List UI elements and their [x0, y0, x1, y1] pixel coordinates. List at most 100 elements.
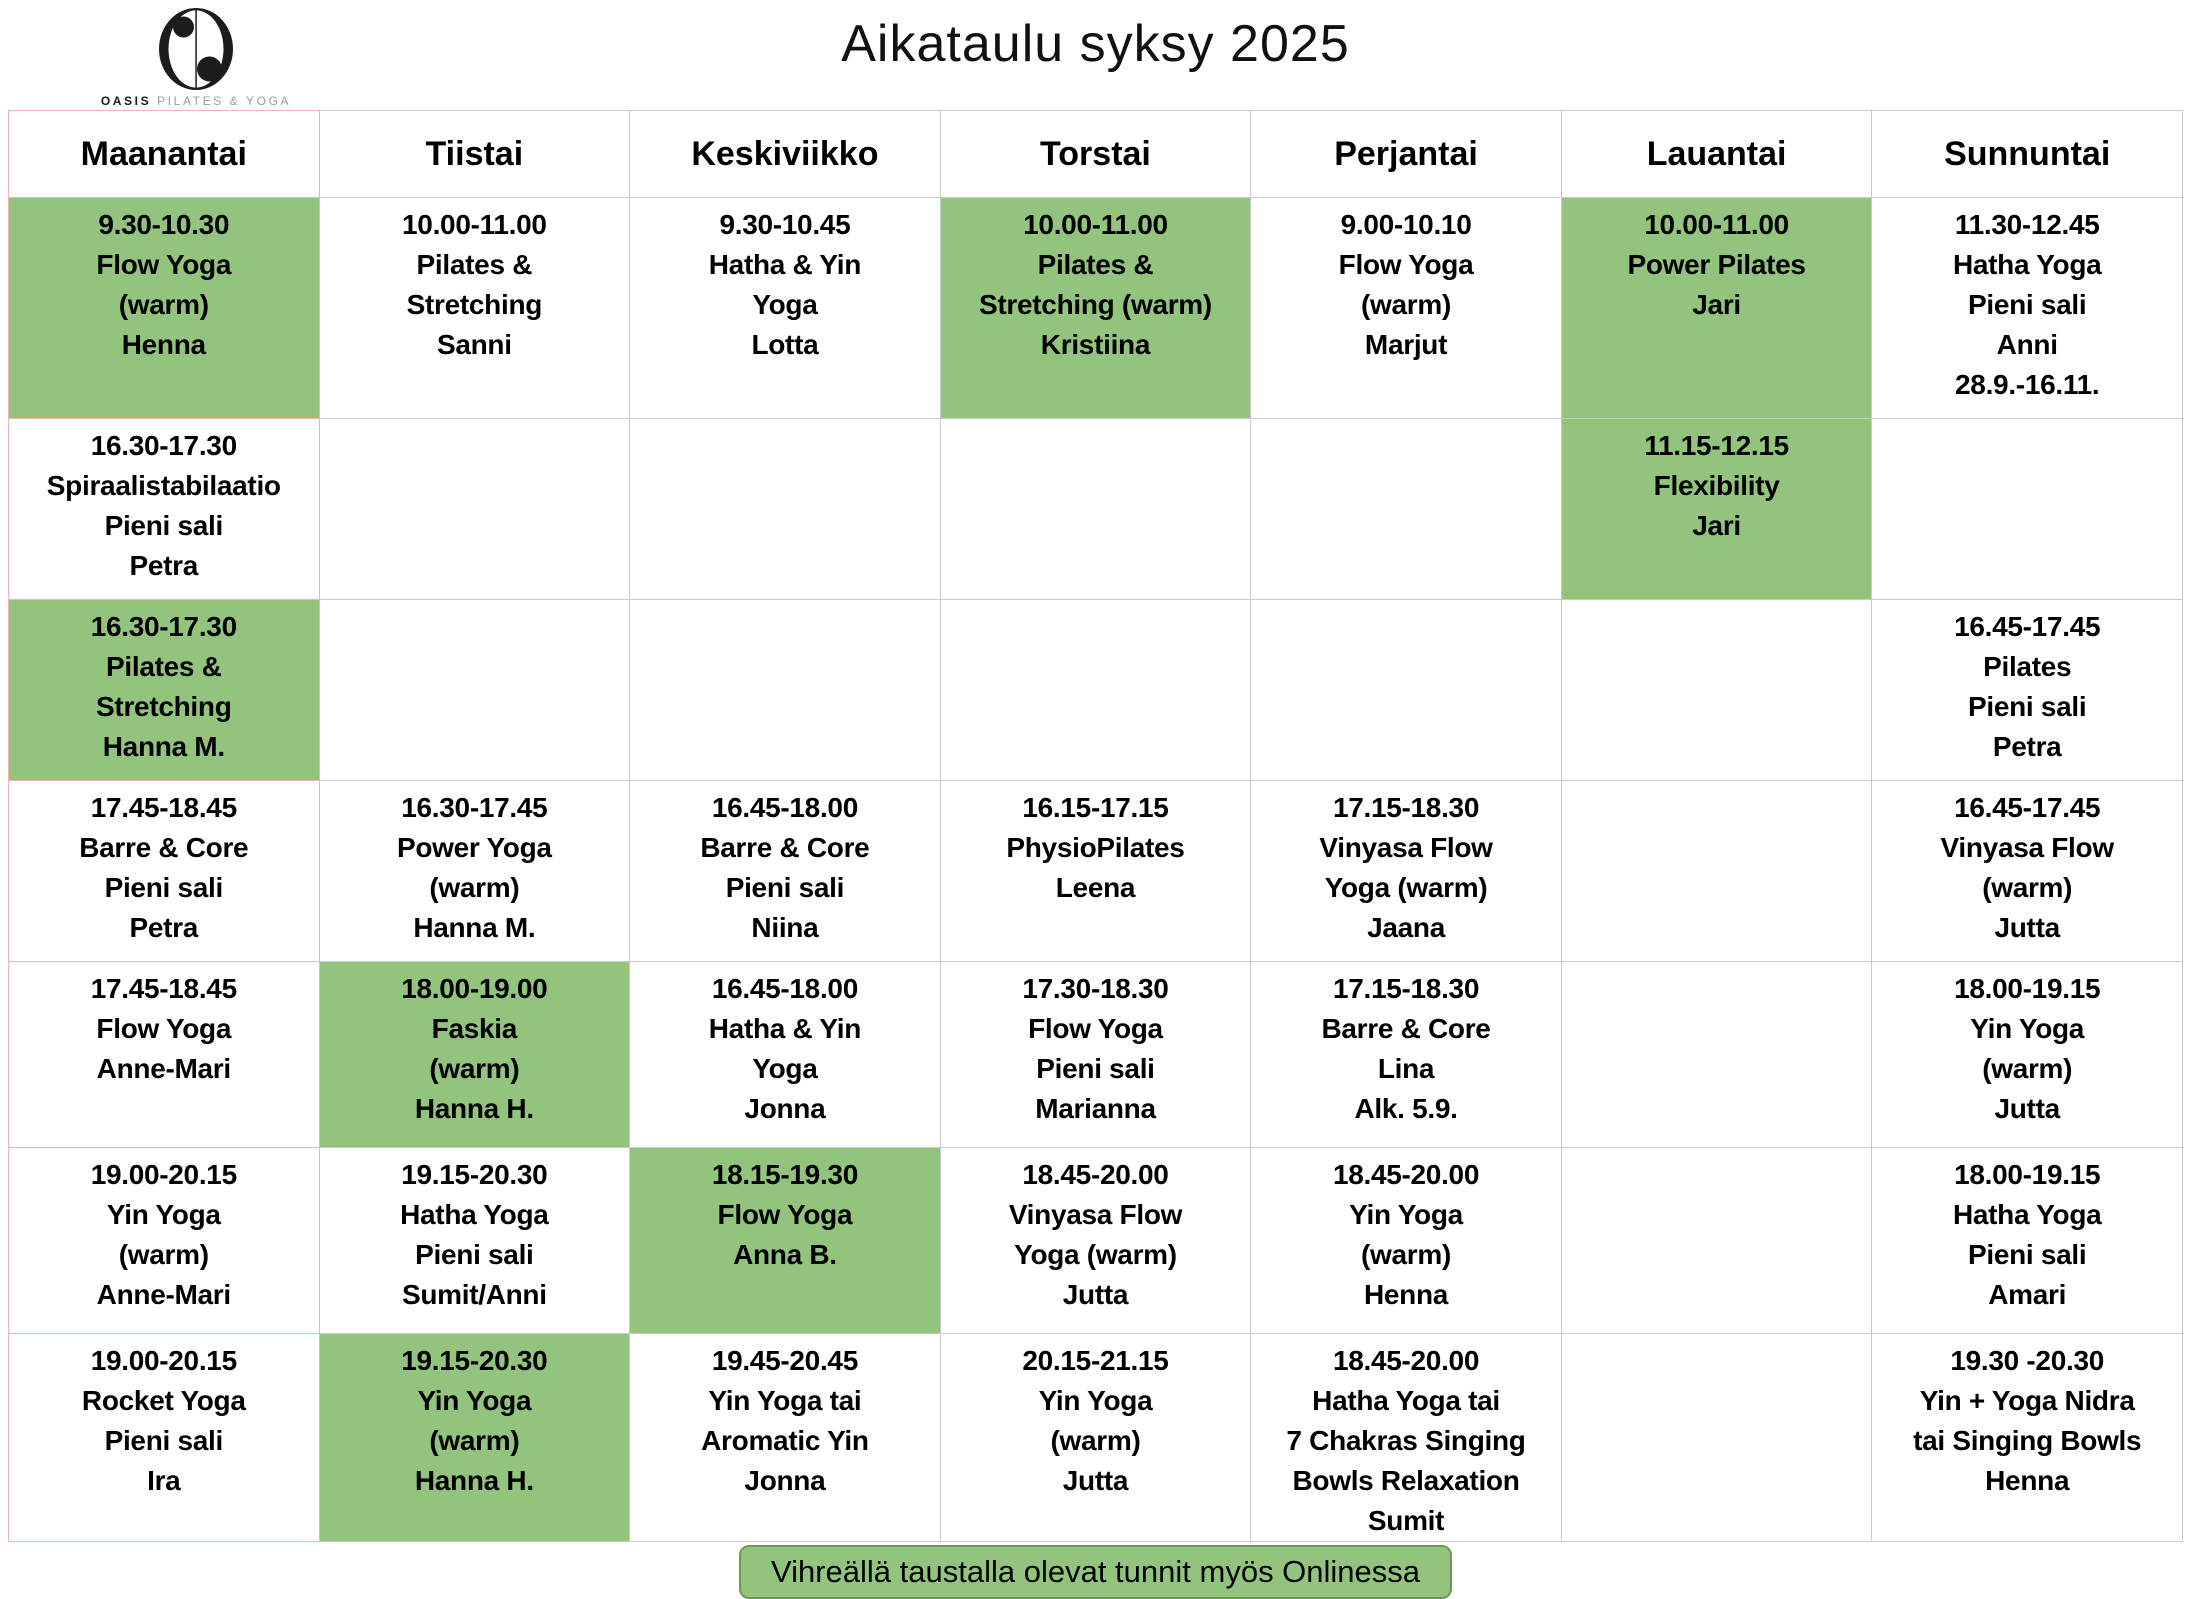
- day-header-row: Maanantai Tiistai Keskiviikko Torstai Perjan…: [8, 110, 2183, 198]
- class-line: Leena: [1055, 872, 1136, 903]
- schedule-head: Maanantai Tiistai Keskiviikko Torstai Perjan…: [8, 110, 2183, 198]
- class-cell: 18.45-20.00 Vinyasa Flow Yoga (warm) Jutta: [939, 1147, 1252, 1334]
- class-line: Hatha Yoga: [1952, 1199, 2102, 1230]
- class-line: Hanna M.: [102, 731, 225, 762]
- class-line: (warm): [1982, 1053, 2073, 1084]
- class-line: Jonna: [744, 1093, 826, 1124]
- class-time: 16.15-17.15: [1022, 792, 1169, 823]
- class-cell: 19.00-20.15 Rocket Yoga Pieni sali Ira: [8, 1333, 320, 1542]
- class-line: Marianna: [1035, 1093, 1156, 1124]
- class-cell: 18.15-19.30 Flow Yoga Anna B.: [629, 1147, 941, 1334]
- class-line: Aromatic Yin: [701, 1425, 869, 1456]
- class-line: Yin Yoga: [1038, 1385, 1153, 1416]
- class-line: (warm): [429, 872, 520, 903]
- empty-cell: [1250, 599, 1562, 781]
- empty-cell: [939, 599, 1252, 781]
- class-line: PhysioPilates: [1006, 832, 1185, 863]
- class-line: Pieni sali: [104, 872, 224, 903]
- class-line: (warm): [118, 1239, 209, 1270]
- class-cell: 19.30 -20.30 Yin + Yoga Nidra tai Singing …: [1871, 1333, 2183, 1542]
- class-line: Hanna H.: [414, 1093, 534, 1124]
- class-time: 20.15-21.15: [1022, 1345, 1169, 1376]
- class-line: (warm): [429, 1053, 520, 1084]
- class-line: Kristiina: [1040, 329, 1151, 360]
- class-line: Yoga: [752, 1053, 818, 1084]
- class-line: Power Yoga: [397, 832, 552, 863]
- class-cell: 19.15-20.30 Hatha Yoga Pieni sali Sumit/Ann…: [318, 1147, 631, 1334]
- class-line: Hatha & Yin: [708, 1013, 862, 1044]
- class-cell: 16.30-17.45 Power Yoga (warm) Hanna M.: [318, 780, 631, 962]
- schedule-row: 9.30-10.30 Flow Yoga (warm) Henna 10.00-11.0…: [8, 197, 2183, 419]
- class-line: Lina: [1377, 1053, 1435, 1084]
- class-line: (warm): [1361, 1239, 1452, 1270]
- empty-cell: [629, 599, 941, 781]
- class-line: Sanni: [436, 329, 512, 360]
- class-line: (warm): [1982, 872, 2073, 903]
- class-line: Flow Yoga: [96, 249, 232, 280]
- class-cell: 16.45-17.45 Pilates Pieni sali Petra: [1871, 599, 2183, 781]
- class-cell: 17.45-18.45 Flow Yoga Anne-Mari: [8, 961, 320, 1148]
- class-line: Marjut: [1364, 329, 1448, 360]
- class-line: Jonna: [744, 1465, 826, 1496]
- class-time: 18.00-19.15: [1954, 973, 2101, 1004]
- class-line: Vinyasa Flow: [1008, 1199, 1183, 1230]
- class-line: Yin Yoga: [1349, 1199, 1463, 1230]
- class-time: 19.00-20.15: [90, 1345, 237, 1376]
- empty-cell: [1560, 1147, 1873, 1334]
- class-time: 18.15-19.30: [711, 1159, 858, 1190]
- class-line: Pieni sali: [1036, 1053, 1155, 1084]
- class-time: 19.45-20.45: [711, 1345, 858, 1376]
- brand-pilates-yoga: PILATES & YOGA: [157, 94, 292, 108]
- class-time: 18.00-19.00: [401, 973, 548, 1004]
- class-line: Pieni sali: [725, 872, 845, 903]
- class-cell: 10.00-11.00 Power Pilates Jari: [1560, 197, 1873, 419]
- class-line: Ira: [147, 1465, 181, 1496]
- class-line: Pieni sali: [415, 1239, 534, 1270]
- class-cell: 10.00-11.00 Pilates & Stretching (warm) Kri…: [939, 197, 1252, 419]
- class-time: 18.45-20.00: [1332, 1345, 1480, 1376]
- class-line: Lotta: [751, 329, 819, 360]
- class-line: Amari: [1988, 1279, 2067, 1310]
- oasis-logo: OASIS PILATES & YOGA: [96, 6, 296, 108]
- class-line: Pilates &: [105, 651, 222, 682]
- class-line: Vinyasa Flow: [1319, 832, 1493, 863]
- class-cell: 16.15-17.15 PhysioPilates Leena: [939, 780, 1252, 962]
- empty-cell: [318, 599, 631, 781]
- class-time: 18.45-20.00: [1022, 1159, 1169, 1190]
- class-time: 17.15-18.30: [1332, 792, 1480, 823]
- class-time: 19.15-20.30: [401, 1345, 548, 1376]
- day-header: Sunnuntai: [1871, 110, 2183, 198]
- class-cell: 11.15-12.15 Flexibility Jari: [1560, 418, 1873, 600]
- class-time: 19.30 -20.30: [1950, 1345, 2104, 1376]
- class-cell: 18.45-20.00 Hatha Yoga tai 7 Chakras Singi…: [1250, 1333, 1562, 1542]
- class-line: Pilates: [1983, 651, 2072, 682]
- class-line: Petra: [129, 550, 199, 581]
- class-time: 16.45-17.45: [1954, 611, 2101, 642]
- class-line: (warm): [429, 1425, 520, 1456]
- brand-text: OASIS PILATES & YOGA: [96, 94, 296, 108]
- class-line: Pieni sali: [1967, 691, 2087, 722]
- class-line: Henna: [1363, 1279, 1449, 1310]
- class-line: Flow Yoga: [1028, 1013, 1163, 1044]
- class-cell: 19.45-20.45 Yin Yoga tai Aromatic Yin Jonna: [629, 1333, 941, 1542]
- schedule-row: 16.30-17.30 Spiraalistabilaatio Pieni sali…: [8, 418, 2183, 600]
- class-line: Hatha Yoga: [1952, 249, 2102, 280]
- schedule-row: 17.45-18.45 Barre & Core Pieni sali Petra 16…: [8, 780, 2183, 962]
- class-line: Stretching (warm): [979, 289, 1212, 320]
- class-line: Sumit: [1367, 1505, 1445, 1536]
- class-line: Vinyasa Flow: [1940, 832, 2115, 863]
- class-line: Hatha Yoga tai: [1312, 1385, 1500, 1416]
- schedule-body: 9.30-10.30 Flow Yoga (warm) Henna 10.00-11.0…: [8, 197, 2183, 1542]
- class-line: Faskia: [431, 1013, 518, 1044]
- empty-cell: [1560, 599, 1873, 781]
- class-line: Flow Yoga: [1338, 249, 1474, 280]
- class-line: Anne-Mari: [96, 1053, 232, 1084]
- class-line: Flow Yoga: [96, 1013, 232, 1044]
- day-header: Tiistai: [318, 110, 631, 198]
- class-line: Hanna M.: [413, 912, 536, 943]
- class-line: Jutta: [1062, 1279, 1129, 1310]
- class-time: 17.45-18.45: [90, 792, 237, 823]
- class-cell: 19.00-20.15 Yin Yoga (warm) Anne-Mari: [8, 1147, 320, 1334]
- day-header: Perjantai: [1250, 110, 1562, 198]
- class-line: Hatha & Yin: [708, 249, 862, 280]
